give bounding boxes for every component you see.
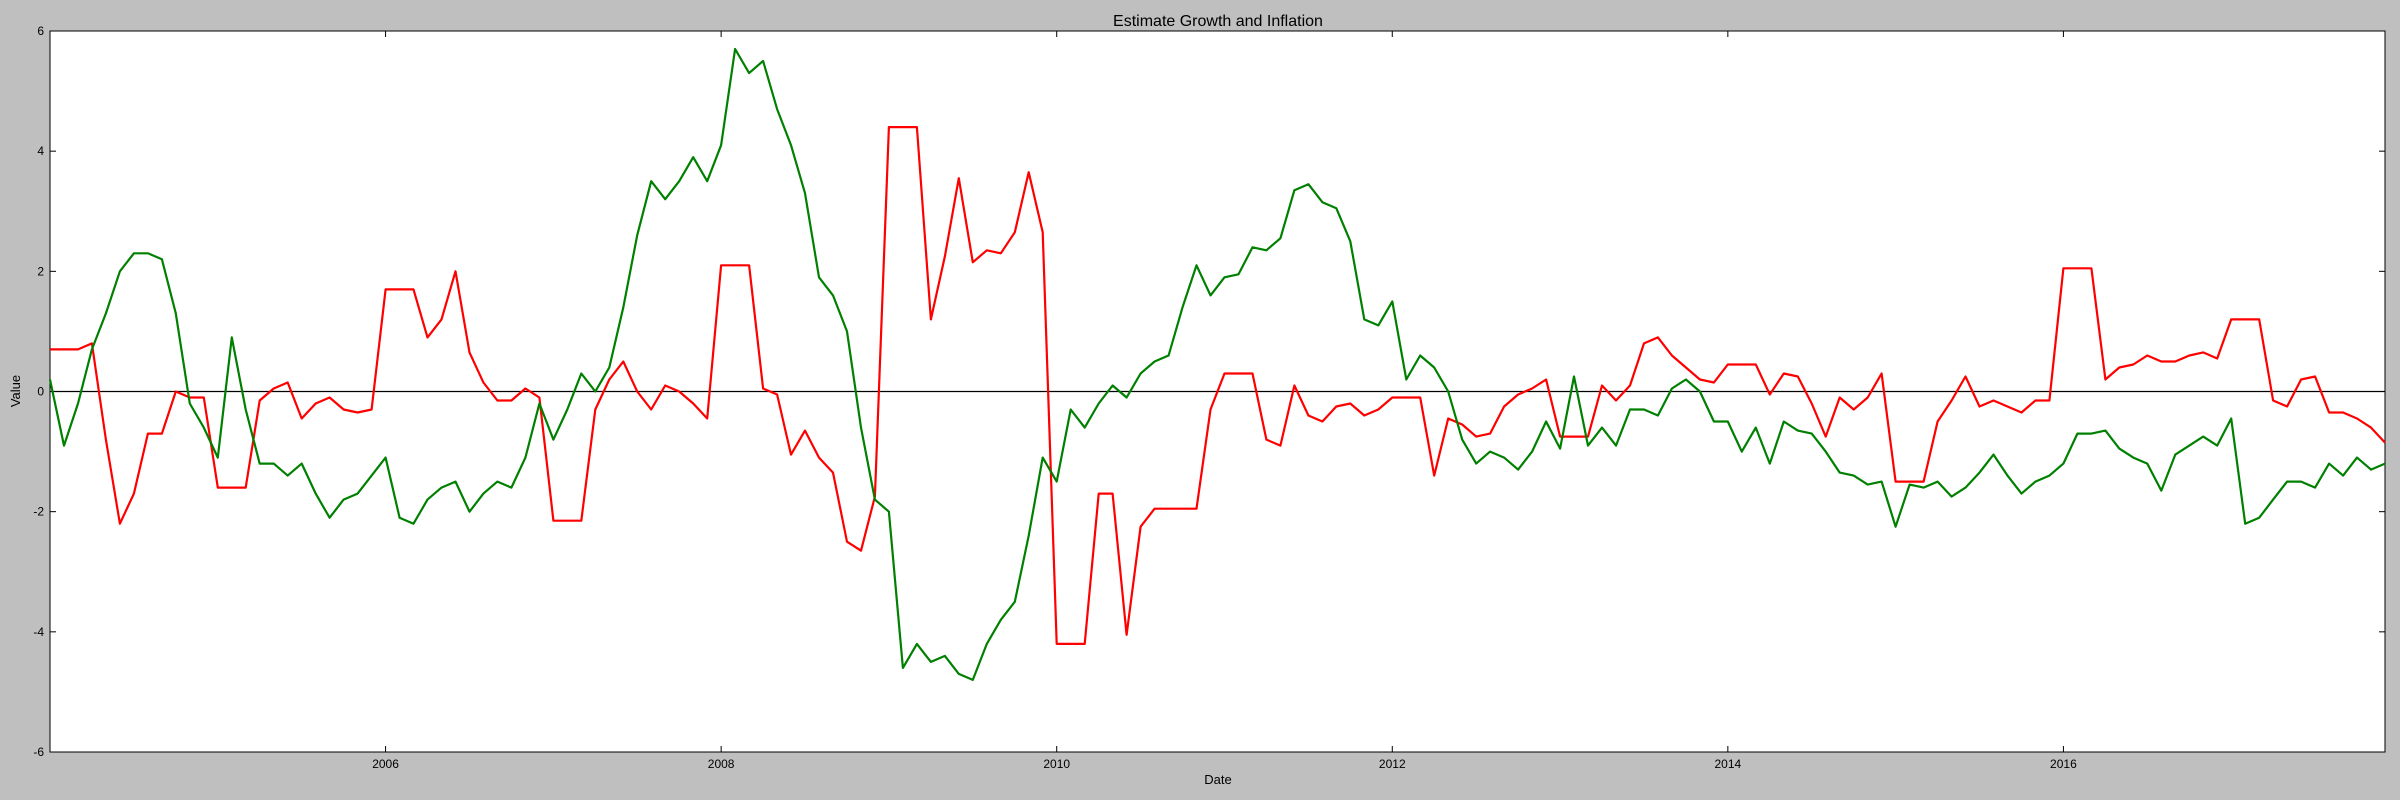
x-tick-label: 2006: [372, 757, 399, 771]
x-tick-label: 2016: [2050, 757, 2077, 771]
y-tick-label: -4: [33, 625, 44, 639]
x-axis-label: Date: [1204, 772, 1231, 787]
y-tick-label: 6: [37, 24, 44, 38]
y-axis-label: Value: [8, 375, 23, 407]
x-tick-label: 2014: [1714, 757, 1741, 771]
x-tick-label: 2012: [1379, 757, 1406, 771]
y-tick-label: 0: [37, 385, 44, 399]
y-tick-label: 2: [37, 264, 44, 278]
series-line-2: [48, 47, 2386, 682]
x-tick-label: 2008: [708, 757, 735, 771]
chart-title: Estimate Growth and Inflation: [1113, 13, 1323, 30]
axis-ticks: 2006 2008 2010 2012 2014 2016 -6 -4 -2 0 2 4 6: [33, 24, 2385, 771]
series-layer: [48, 47, 2386, 682]
x-tick-label: 2010: [1043, 757, 1070, 771]
y-tick-label: -6: [33, 745, 44, 759]
series-line-1: [50, 125, 2386, 646]
y-tick-label: -2: [33, 505, 44, 519]
y-tick-label: 4: [37, 144, 44, 158]
